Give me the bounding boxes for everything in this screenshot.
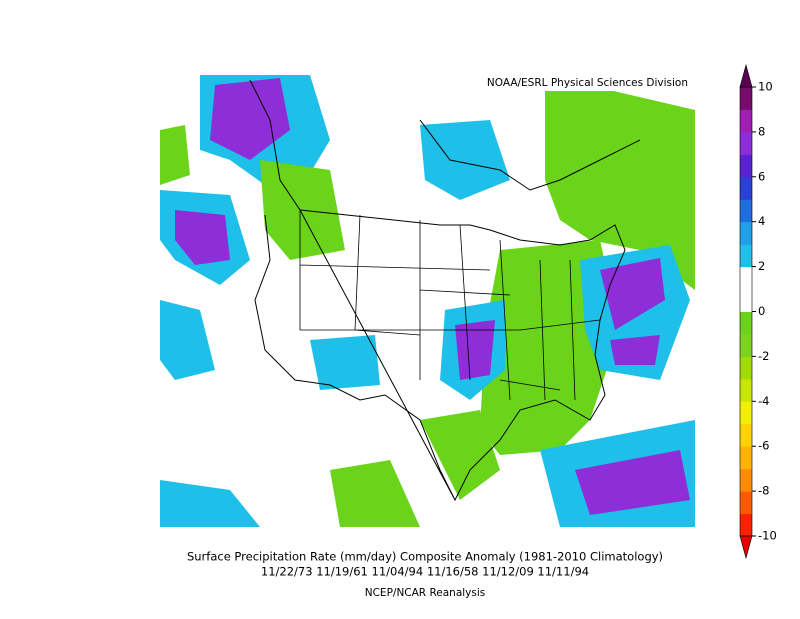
state-borders: [299, 210, 601, 401]
colorbar: 10 8 6 4 2 0 -2 -4 -6 -8 -10: [739, 63, 777, 560]
colorbar-segment: [740, 446, 752, 470]
map-panel: NOAA/ESRL Physical Sciences Division: [160, 75, 695, 527]
colorbar-tick-label: -4: [758, 394, 769, 408]
colorbar-tick-label: 10: [758, 80, 773, 94]
colorbar-segment: [740, 87, 752, 110]
colorbar-tick-label: 0: [758, 304, 765, 318]
colorbar-segment: [740, 154, 752, 178]
colorbar-segment: [740, 244, 752, 268]
colorbar-segment: [740, 221, 752, 245]
caption-line: Surface Precipitation Rate (mm/day) Comp…: [187, 550, 663, 564]
colorbar-tick-label: 8: [758, 124, 765, 138]
colorbar-segment: [740, 199, 752, 223]
colorbar-segment: [740, 356, 752, 380]
shade: [160, 480, 260, 527]
shade: [160, 300, 215, 380]
colorbar-segment: [740, 311, 752, 335]
colorbar-segment: [740, 401, 752, 425]
shade: [420, 120, 510, 200]
colorbar-tick-label: -2: [758, 349, 769, 363]
colorbar-tick-label: -8: [758, 484, 769, 498]
colorbar-segment: [740, 468, 752, 492]
shade: [610, 335, 660, 365]
coastline: [249, 79, 641, 211]
attribution-bg: [466, 75, 691, 91]
attribution: NOAA/ESRL Physical Sciences Division: [487, 77, 688, 89]
shade: [455, 320, 495, 380]
shade: [175, 210, 230, 265]
colorbar-over: [739, 63, 753, 88]
shade: [160, 125, 190, 185]
colorbar-segment: [740, 131, 752, 155]
colorbar-segment: [740, 289, 752, 312]
caption-line: NCEP/NCAR Reanalysis: [365, 587, 486, 599]
colorbar-segment: [740, 491, 752, 515]
colorbar-segment: [740, 266, 752, 290]
shade: [420, 410, 500, 500]
colorbar-segment: [740, 378, 752, 402]
colorbar-segment: [740, 423, 752, 447]
country-outline: [254, 209, 626, 502]
colorbar-tick-label: -6: [758, 439, 769, 453]
colorbar-segment: [740, 176, 752, 200]
shade: [210, 78, 290, 160]
colorbar-tick-label: -10: [758, 529, 777, 543]
colorbar-segment: [740, 109, 752, 133]
colorbar-tick-label: 2: [758, 259, 765, 273]
colorbar-tick-label: 4: [758, 214, 765, 228]
colorbar-segment: [740, 333, 752, 357]
shade: [600, 258, 665, 330]
shade: [330, 460, 420, 527]
caption-line: 11/22/73 11/19/61 11/04/94 11/16/58 11/1…: [261, 565, 589, 579]
shade: [575, 450, 690, 515]
shade: [310, 335, 380, 390]
shade: [545, 75, 695, 290]
colorbar-under: [739, 535, 753, 560]
colorbar-tick-label: 6: [758, 169, 765, 183]
colorbar-segment: [740, 513, 752, 537]
